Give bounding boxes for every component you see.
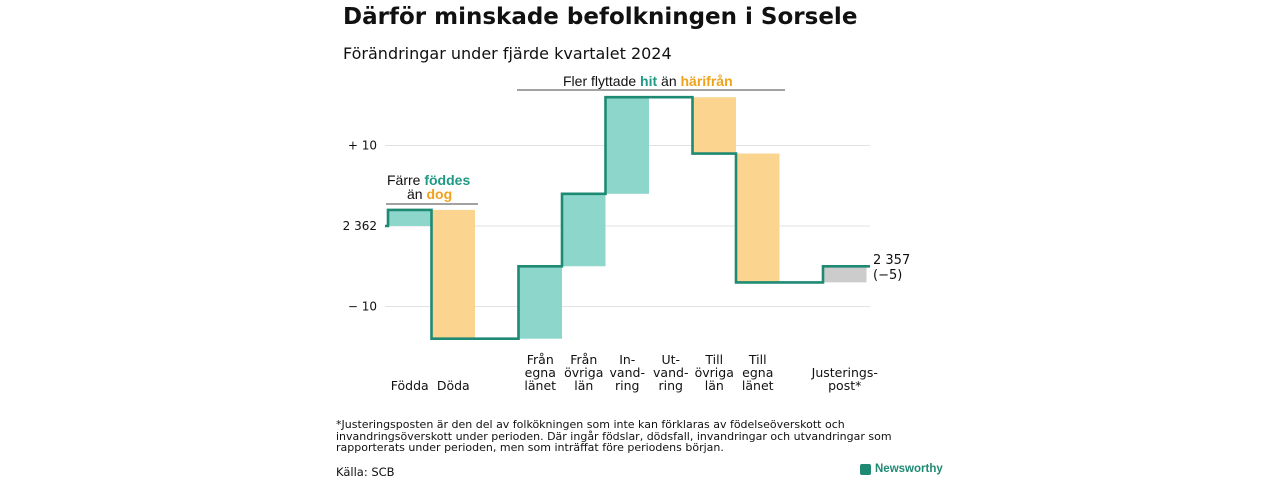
newsworthy-logo: Newsworthy bbox=[860, 463, 943, 475]
brand-name: Newsworthy bbox=[875, 463, 943, 475]
end-change-label: (−5) bbox=[873, 268, 902, 283]
bar-8 bbox=[736, 153, 780, 283]
category-label: länet bbox=[742, 378, 774, 393]
bar-0 bbox=[388, 209, 432, 226]
end-value-label: 2 357 bbox=[873, 253, 910, 268]
bar-10 bbox=[823, 266, 867, 283]
waterfall-chart: + 102 362− 10 Födda DödaFrånegnalänetFrån… bbox=[343, 73, 911, 393]
births-annotation-line1: Färre föddes bbox=[387, 172, 470, 188]
category-label: ring bbox=[659, 378, 683, 393]
source-label: Källa: SCB bbox=[336, 465, 395, 479]
category-label: län bbox=[574, 378, 593, 393]
migration-annotation: Fler flyttade hit än härifrån bbox=[517, 73, 785, 91]
births-annotation: Färre föddes än dog bbox=[386, 172, 478, 205]
migration-annotation-text: Fler flyttade hit än härifrån bbox=[563, 73, 733, 89]
category-label: In- bbox=[619, 352, 635, 367]
category-label: ring bbox=[615, 378, 639, 393]
category-label: vand- bbox=[653, 365, 688, 380]
bar-1 bbox=[431, 209, 475, 339]
category-label: Justerings- bbox=[811, 365, 878, 380]
category-label: Döda bbox=[437, 378, 470, 393]
bar-5 bbox=[605, 97, 649, 194]
bar-7 bbox=[692, 97, 736, 154]
chart-logo-icon bbox=[860, 463, 871, 475]
bar-4 bbox=[562, 193, 606, 267]
births-annotation-line2: än dog bbox=[407, 186, 452, 202]
chart-title: Därför minskade befolkningen i Sorsele bbox=[343, 4, 858, 30]
category-label: egna bbox=[742, 365, 773, 380]
category-label: Från bbox=[527, 352, 554, 367]
category-label: Ut- bbox=[661, 352, 680, 367]
category-label: län bbox=[705, 378, 724, 393]
footnote: *Justeringsposten är den del av folkökni… bbox=[336, 418, 892, 454]
category-label: egna bbox=[525, 365, 556, 380]
category-label: länet bbox=[524, 378, 556, 393]
y-tick-label: 2 362 bbox=[343, 219, 377, 233]
chart-subtitle: Förändringar under fjärde kvartalet 2024 bbox=[343, 44, 672, 63]
category-label: vand- bbox=[610, 365, 645, 380]
category-label: post* bbox=[828, 378, 861, 393]
category-label: Från bbox=[570, 352, 597, 367]
y-tick-label: − 10 bbox=[348, 300, 377, 314]
bar-3 bbox=[518, 266, 562, 339]
y-tick-label: + 10 bbox=[348, 139, 377, 153]
category-label: Till bbox=[748, 352, 767, 367]
category-label: övriga bbox=[564, 365, 603, 380]
cumulative-step-line bbox=[385, 95, 870, 340]
category-label: Födda bbox=[391, 378, 429, 393]
category-label: övriga bbox=[695, 365, 734, 380]
category-label: Till bbox=[704, 352, 723, 367]
